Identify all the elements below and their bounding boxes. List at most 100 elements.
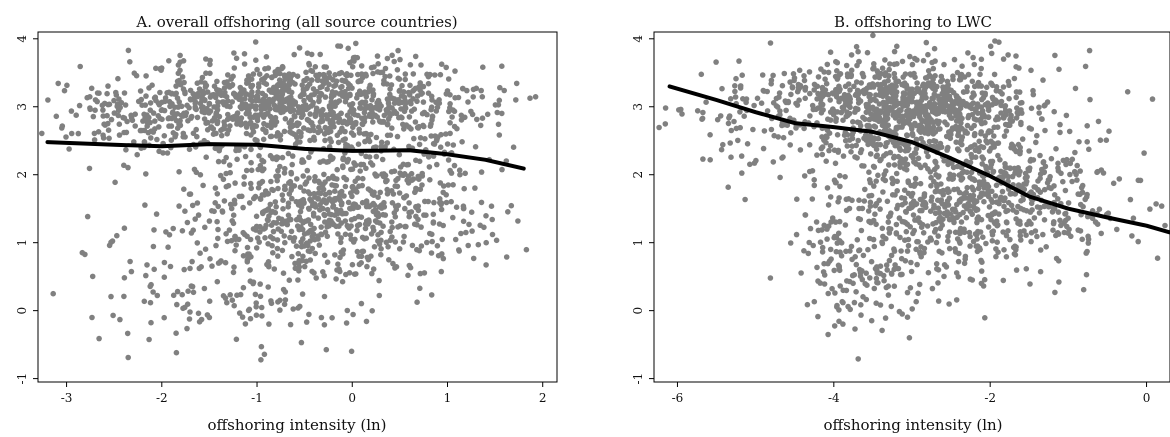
panel-a-scatter-point [267, 234, 274, 240]
panel-a-scatter-point [250, 71, 257, 77]
panel-a-scatter-point [499, 166, 505, 173]
panel-a-scatter-point [39, 130, 45, 137]
panel-a-scatter-point [338, 235, 344, 241]
panel-b-scatter-point [1017, 232, 1024, 239]
panel-a-scatter-point [312, 113, 319, 120]
panel-a-scatter-point [151, 266, 157, 273]
panel-b-scatter-point [952, 107, 959, 113]
panel-a-scatter-point [410, 88, 416, 94]
panel-a-scatter-point [341, 174, 347, 181]
panel-a-scatter-point [328, 138, 335, 145]
panel-a-scatter-point [346, 270, 353, 276]
panel-b-scatter-point [917, 249, 923, 255]
panel-b-scatter-point [1018, 121, 1024, 128]
panel-a-scatter-point [210, 131, 217, 137]
panel-b-scatter-point [896, 107, 903, 113]
panel-b-scatter-point [874, 267, 880, 274]
panel-a-scatter-point [288, 228, 295, 235]
panel-b-scatter-point [969, 111, 976, 118]
panel-a-scatter-point [159, 116, 165, 123]
panel-b-x-tick-label: -6 [672, 391, 684, 405]
panel-a-scatter-point [411, 135, 417, 142]
panel-b-scatter-point [915, 86, 922, 92]
panel-a-scatter-point [301, 77, 307, 84]
panel-b-scatter-point [845, 303, 851, 310]
panel-a-scatter-point [232, 236, 239, 243]
panel-a-scatter-point [121, 275, 128, 281]
panel-a-scatter-point [169, 110, 176, 116]
panel-b-scatter-point [741, 113, 747, 119]
panel-b-scatter-point [892, 192, 898, 198]
panel-a-scatter-point [157, 89, 163, 96]
panel-b-scatter-point [1068, 233, 1074, 240]
panel-a-scatter-point [407, 62, 414, 68]
panel-a-scatter-point [89, 314, 95, 321]
panel-a-scatter-point [368, 131, 374, 138]
panel-b-scatter-point [963, 195, 969, 201]
panel-a-scatter-point [152, 118, 158, 124]
panel-a-scatter-point [275, 81, 281, 88]
panel-a-scatter-point [143, 73, 149, 79]
panel-b-scatter-point [867, 275, 873, 281]
panel-a-scatter-point [87, 105, 93, 111]
panel-a-scatter-point [451, 123, 458, 130]
panel-a-scatter-point [508, 202, 515, 209]
panel-b-scatter-point [898, 100, 904, 107]
panel-a-scatter-point [384, 191, 391, 197]
panel-b-scatter-point [926, 72, 933, 79]
panel-a-scatter-point [216, 147, 222, 154]
panel-b-scatter-point [1129, 233, 1135, 239]
panel-b-scatter-point [825, 290, 831, 297]
panel-b-scatter-point [1017, 218, 1023, 225]
panel-a-scatter-point [261, 208, 268, 215]
panel-a-scatter-point [143, 171, 149, 177]
panel-a-scatter-point [472, 144, 479, 150]
panel-a-scatter-point [209, 263, 215, 269]
panel-a-scatter-point [322, 137, 328, 144]
panel-b-scatter-point [806, 142, 813, 148]
panel-a-scatter-point [159, 99, 165, 106]
panel-b-scatter-point [810, 242, 816, 249]
panel-a-scatter-point [277, 307, 283, 313]
panel-b-scatter-point [916, 281, 923, 288]
panel-b-scatter-point [909, 126, 915, 132]
panel-b-scatter-point [822, 87, 829, 93]
panel-a-scatter-point [382, 65, 389, 72]
panel-a-scatter-point [165, 244, 171, 250]
panel-a-scatter-point [179, 74, 186, 80]
panel-a-scatter-point [484, 111, 491, 118]
panel-b-scatter-point [855, 96, 862, 102]
panel-b-scatter-point [1062, 187, 1069, 194]
panel-b-scatter-point [1005, 78, 1012, 85]
panel-b-scatter-point [890, 112, 896, 118]
panel-b-scatter-point [1040, 231, 1046, 238]
panel-a-scatter-point [206, 101, 213, 107]
panel-b-scatter-point [959, 170, 965, 176]
panel-b-scatter-point [937, 225, 944, 232]
panel-a-scatter-point [386, 103, 392, 109]
panel-a-scatter-point [192, 216, 198, 222]
panel-b-scatter-point [731, 118, 737, 125]
panel-b-scatter-point [849, 272, 856, 279]
panel-b-scatter-point [902, 156, 909, 162]
panel-a-scatter-point [230, 212, 237, 218]
panel-b-scatter-point [751, 102, 757, 109]
panel-a-scatter-point [397, 100, 403, 106]
panel-b-scatter-point [981, 198, 987, 205]
panel-a-scatter-point [365, 186, 372, 192]
panel-a-scatter-point [425, 80, 432, 87]
panel-a-scatter-point [333, 207, 340, 213]
panel-a-scatter-point [425, 154, 432, 160]
panel-b-scatter-point [1116, 176, 1123, 182]
panel-a-scatter-point [201, 285, 208, 292]
panel-a-scatter-point [254, 137, 260, 144]
panel-b-scatter-point [935, 267, 942, 273]
panel-b-scatter-point [1147, 206, 1153, 212]
panel-b-scatter-point [1007, 236, 1013, 243]
panel-a-scatter-point [252, 291, 259, 298]
panel-b-scatter-point [911, 227, 917, 234]
panel-b-scatter-point [895, 153, 902, 160]
panel-b-scatter-point [747, 161, 753, 168]
panel-a-scatter-point [269, 242, 275, 249]
panel-a-scatter-point [513, 80, 520, 87]
